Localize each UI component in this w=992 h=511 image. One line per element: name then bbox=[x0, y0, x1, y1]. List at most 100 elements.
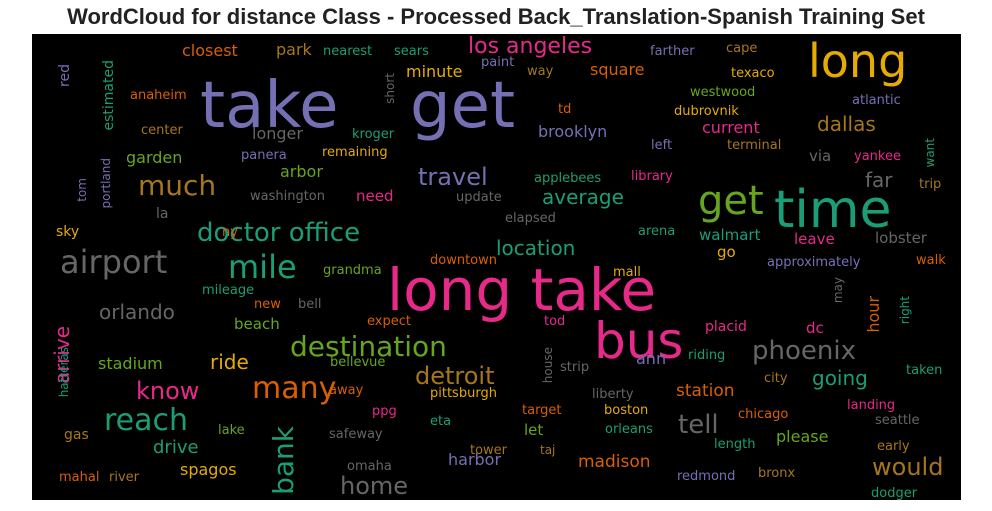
word-cape: cape bbox=[726, 41, 758, 56]
word-redmond: redmond bbox=[677, 469, 736, 484]
word-travel: travel bbox=[418, 163, 488, 191]
word-far: far bbox=[865, 168, 893, 192]
word-washington: washington bbox=[250, 189, 326, 204]
word-length: length bbox=[714, 437, 756, 452]
word-anaheim: anaheim bbox=[130, 88, 187, 103]
word-downtown: downtown bbox=[430, 253, 497, 268]
word-brooklyn: brooklyn bbox=[538, 122, 608, 141]
word-eta: eta bbox=[430, 414, 452, 429]
word-long-take: long take bbox=[387, 256, 657, 324]
word-kroger: kroger bbox=[352, 127, 395, 142]
word-dubrovnik: dubrovnik bbox=[674, 104, 739, 119]
word-westwood: westwood bbox=[690, 85, 756, 100]
word-tod: tod bbox=[544, 314, 566, 329]
word-right: right bbox=[898, 296, 912, 325]
word-tower: tower bbox=[470, 443, 508, 458]
word-atlantic: atlantic bbox=[852, 93, 901, 108]
word-spagos: spagos bbox=[180, 460, 237, 479]
word-estimated: estimated bbox=[101, 60, 117, 131]
word-long: long bbox=[808, 34, 908, 88]
word-boston: boston bbox=[604, 403, 649, 418]
word-park: park bbox=[276, 40, 312, 59]
word-liberty: liberty bbox=[592, 387, 634, 402]
word-hatteras: hatteras bbox=[57, 347, 71, 398]
word-garden: garden bbox=[126, 148, 183, 167]
word-bank: bank bbox=[267, 426, 300, 495]
word-mile: mile bbox=[228, 248, 297, 286]
word-paint: paint bbox=[481, 55, 515, 70]
chart-title: WordCloud for distance Class - Processed… bbox=[67, 4, 925, 29]
word-go: go bbox=[717, 243, 736, 261]
word-let: let bbox=[524, 421, 544, 439]
word-detroit: detroit bbox=[415, 362, 495, 390]
word-terminal: terminal bbox=[727, 138, 782, 153]
word-td: td bbox=[558, 102, 572, 117]
word-location: location bbox=[496, 236, 576, 260]
word-library: library bbox=[631, 169, 673, 184]
word-early: early bbox=[877, 439, 910, 454]
word-river: river bbox=[109, 470, 139, 485]
word-dodger: dodger bbox=[871, 486, 918, 500]
word-target: target bbox=[522, 403, 562, 418]
word-average: average bbox=[542, 185, 624, 209]
word-omaha: omaha bbox=[347, 459, 392, 474]
word-elapsed: elapsed bbox=[505, 211, 556, 226]
word-going: going bbox=[812, 366, 868, 390]
word-want: want bbox=[923, 138, 937, 168]
word-mahal: mahal bbox=[59, 470, 100, 485]
word-riding: riding bbox=[688, 348, 726, 363]
word-harbor: harbor bbox=[448, 450, 502, 469]
word-time: time bbox=[774, 180, 892, 240]
word-gas: gas bbox=[64, 427, 89, 443]
word-center: center bbox=[141, 123, 183, 138]
word-yankee: yankee bbox=[854, 149, 901, 164]
word-would: would bbox=[872, 453, 944, 481]
word-tell: tell bbox=[678, 410, 719, 440]
word-remaining: remaining bbox=[322, 145, 388, 160]
word-way: way bbox=[527, 64, 554, 79]
word-left: left bbox=[651, 138, 673, 153]
word-mileage: mileage bbox=[202, 283, 255, 298]
word-sky: sky bbox=[56, 224, 80, 240]
word-tom: tom bbox=[75, 178, 89, 202]
word-texaco: texaco bbox=[731, 66, 775, 81]
word-update: update bbox=[456, 190, 502, 205]
word-madison: madison bbox=[578, 452, 651, 472]
word-bell: bell bbox=[298, 297, 322, 312]
word-get: get bbox=[698, 178, 764, 224]
word-destination: destination bbox=[290, 330, 447, 363]
word-via: via bbox=[809, 147, 832, 165]
word-lake: lake bbox=[218, 423, 245, 438]
word-house: house bbox=[541, 347, 555, 384]
word-cloud: long take take get long time bus get airport mil… bbox=[32, 34, 961, 500]
word-airport: airport bbox=[60, 243, 168, 281]
word-get: get bbox=[410, 69, 516, 143]
word-station: station bbox=[676, 381, 735, 401]
word-trip: trip bbox=[919, 177, 942, 192]
word-may: may bbox=[831, 277, 845, 304]
word-portland: portland bbox=[99, 158, 113, 209]
word-dc: dc bbox=[806, 319, 824, 337]
word-landing: landing bbox=[847, 398, 896, 413]
word-los-angeles: los angeles bbox=[468, 34, 593, 59]
word-longer: longer bbox=[252, 124, 303, 143]
word-dallas: dallas bbox=[817, 112, 876, 136]
word-beach: beach bbox=[234, 315, 280, 333]
word-arena: arena bbox=[638, 224, 676, 239]
word-applebees: applebees bbox=[534, 171, 602, 186]
word-farther: farther bbox=[650, 44, 695, 59]
word-doctor-office: doctor office bbox=[197, 218, 361, 248]
word-phoenix: phoenix bbox=[752, 336, 856, 366]
word-safeway: safeway bbox=[329, 427, 383, 442]
word-arbor: arbor bbox=[280, 162, 323, 181]
word-hour: hour bbox=[864, 296, 883, 333]
word-bellevue: bellevue bbox=[330, 355, 386, 370]
word-ride: ride bbox=[210, 350, 249, 374]
word-orleans: orleans bbox=[605, 422, 653, 437]
word-closest: closest bbox=[182, 41, 238, 60]
word-red: red bbox=[57, 64, 73, 87]
word-orlando: orlando bbox=[99, 300, 175, 324]
word-pittsburgh: pittsburgh bbox=[430, 386, 497, 401]
word-la: la bbox=[156, 206, 169, 222]
word-panera: panera bbox=[241, 148, 287, 163]
